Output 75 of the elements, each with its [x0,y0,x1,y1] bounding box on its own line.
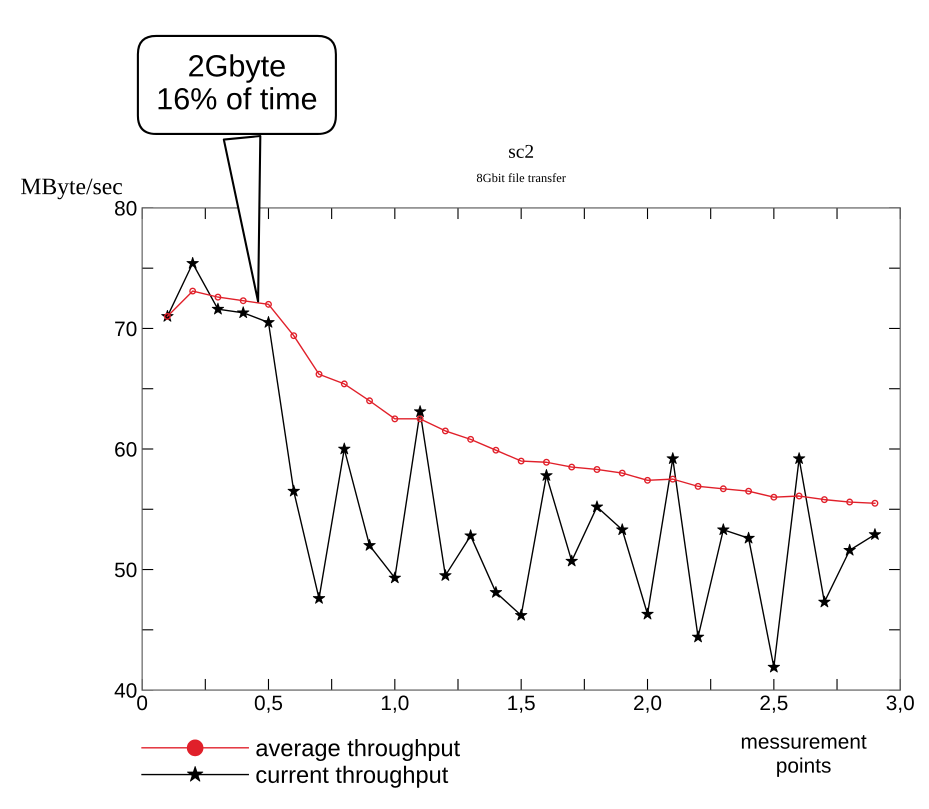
point [644,476,651,484]
chart-title: sc2 [509,144,534,158]
point [338,442,351,454]
point [770,494,778,501]
point [290,332,298,340]
point [518,458,525,465]
x-tick-label: 3,0 [886,695,914,713]
point [514,608,528,621]
point [742,532,755,544]
point [843,544,856,556]
x-tick-label: 0,5 [254,695,282,713]
x-tick-label: 2,0 [634,695,662,713]
point [416,415,424,422]
point [745,488,752,495]
y-axis-title: MByte/sec [21,178,122,200]
annotation: 2Gbyte 16% of time [158,54,316,110]
point [871,500,878,507]
point [316,370,322,378]
point [262,316,275,328]
point [717,523,730,536]
point [590,500,604,512]
point [818,595,831,608]
point [236,306,250,318]
point [265,300,272,308]
point [340,380,348,388]
point [363,538,376,551]
point [846,498,854,506]
point [692,630,704,642]
x-tick-label: 0 [137,695,148,710]
legend-label: current throughput [256,766,448,788]
x-tick-label: 1,5 [508,696,535,713]
chart-subtitle: 8Gbit file transfer [476,173,566,182]
point [792,452,806,464]
point [439,568,452,581]
x-tick-label: 2,5 [760,695,788,713]
point [796,492,803,500]
point [565,554,578,567]
point [568,464,576,471]
x-axis-title: messurement points [742,735,867,777]
point [464,529,477,542]
point [312,592,326,604]
point [768,660,780,673]
legend-label: average throughput [256,739,460,762]
point [240,297,247,304]
point [186,256,199,269]
point [666,452,680,464]
point [594,466,600,473]
point [542,458,550,466]
point [720,485,727,492]
point [214,294,222,301]
point [641,608,654,620]
point [189,288,196,295]
point [287,484,300,497]
y-tick-label: 50 [114,562,136,578]
point [616,523,629,536]
point [669,476,676,483]
point [490,586,502,598]
point [467,436,474,443]
point [618,470,626,477]
point [540,468,553,481]
point [388,571,402,584]
point [442,427,449,434]
point [414,405,426,418]
point [820,496,828,504]
point [366,397,374,404]
x-tick-label: 1,0 [382,695,408,713]
point [212,302,224,315]
point [694,482,702,490]
point [391,415,398,422]
y-tick-label: 80 [115,200,136,216]
point [868,528,882,540]
y-tick-label: 40 [114,683,136,698]
point [492,446,500,454]
y-tick-label: 60 [115,442,136,457]
y-tick-label: 70 [115,321,136,336]
